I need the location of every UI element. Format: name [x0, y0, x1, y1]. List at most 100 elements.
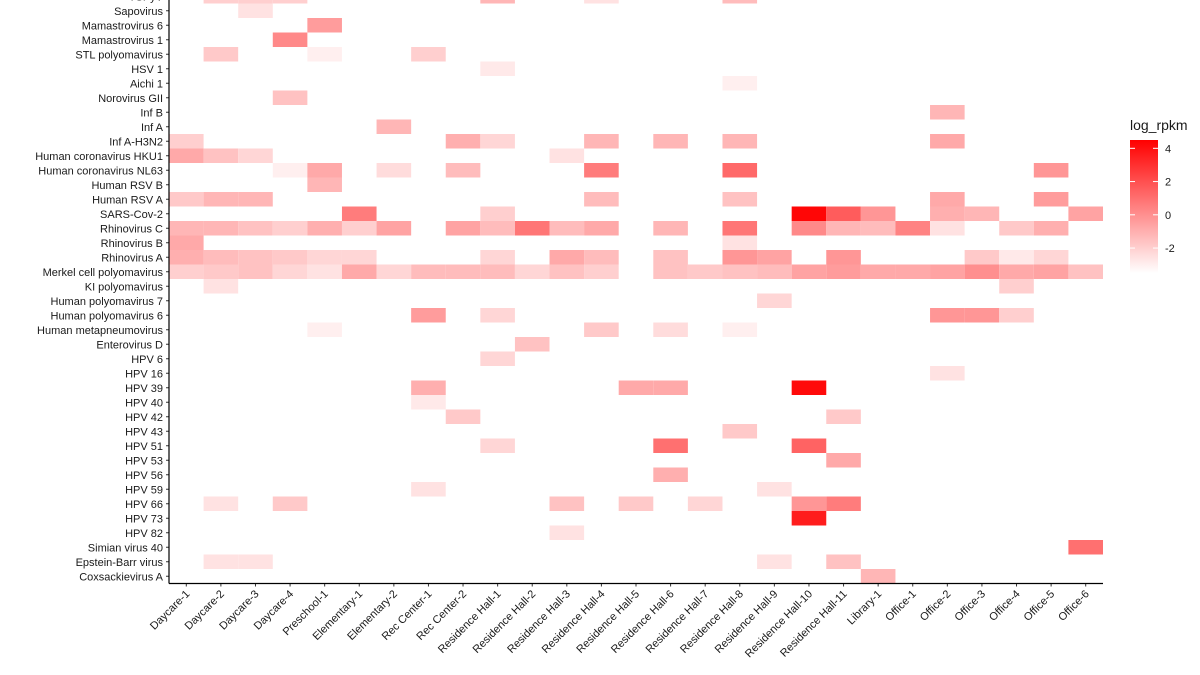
- heatmap-cell: [930, 366, 965, 381]
- y-tick-label: Mamastrovirus 6: [82, 20, 163, 32]
- heatmap-cell: [722, 250, 758, 265]
- heatmap-cell: [307, 221, 342, 236]
- heatmap-cell: [930, 264, 965, 279]
- y-tick-label: SARS-Cov-2: [100, 209, 163, 221]
- heatmap-cell: [1033, 250, 1069, 265]
- heatmap-cell: [930, 192, 965, 207]
- heatmap-cell: [1033, 163, 1069, 178]
- heatmap-cell: [653, 134, 688, 149]
- heatmap-cell: [687, 496, 723, 511]
- heatmap-cell: [653, 322, 688, 337]
- heatmap-cell: [549, 264, 585, 279]
- heatmap-cell: [791, 380, 827, 395]
- heatmap-cell: [169, 134, 204, 149]
- heatmap-cell: [722, 235, 758, 250]
- heatmap-cell: [653, 438, 688, 453]
- x-tick-label: Residence Hall-8: [678, 588, 746, 656]
- heatmap-cell: [411, 380, 446, 395]
- heatmap-cell: [341, 221, 377, 236]
- heatmap-cell: [999, 308, 1034, 323]
- heatmap-cell: [203, 192, 239, 207]
- y-tick-label: Human polyomavirus 6: [51, 310, 164, 322]
- heatmap-cell: [860, 221, 896, 236]
- y-tick-label: HPV 53: [125, 455, 163, 467]
- heatmap-cell: [826, 206, 861, 221]
- heatmap-cell: [722, 76, 758, 91]
- heatmap-cell: [964, 250, 1000, 265]
- axes: [168, 0, 1103, 585]
- heatmap-cell: [307, 18, 342, 33]
- legend-tick-label: 4: [1165, 143, 1171, 155]
- heatmap-cell: [618, 496, 654, 511]
- y-tick-label: HPV 43: [125, 426, 163, 438]
- heatmap-cell: [169, 235, 204, 250]
- heatmap-cells: [169, 0, 1103, 584]
- heatmap-cell: [376, 221, 412, 236]
- y-tick-label: TSPyV: [129, 0, 164, 3]
- heatmap-cell: [999, 250, 1034, 265]
- y-tick-label: Simian virus 40: [88, 542, 163, 554]
- heatmap-cell: [653, 264, 688, 279]
- heatmap-cell: [238, 250, 273, 265]
- heatmap-cell: [791, 496, 827, 511]
- heatmap-cell: [307, 47, 342, 62]
- heatmap-cell: [272, 250, 308, 265]
- heatmap-cell: [687, 264, 723, 279]
- heatmap-cell: [169, 192, 204, 207]
- legend-tick-label: 2: [1165, 177, 1171, 189]
- heatmap-cell: [964, 264, 1000, 279]
- heatmap-cell: [722, 221, 758, 236]
- y-tick-label: Inf B: [140, 107, 163, 119]
- heatmap-cell: [445, 134, 481, 149]
- x-tick-label: Residence Hall-6: [609, 588, 677, 656]
- heatmap-cell: [169, 148, 204, 163]
- y-tick-label: Enterovirus D: [96, 339, 163, 351]
- x-tick-label: Residence Hall-1: [436, 588, 504, 656]
- heatmap-cell: [549, 148, 585, 163]
- heatmap-cell: [480, 61, 515, 76]
- heatmap-cell: [411, 47, 446, 62]
- x-tick-label: Office-6: [1056, 588, 1092, 624]
- heatmap-cell: [999, 264, 1034, 279]
- x-tick-label: Residence Hall-3: [505, 588, 573, 656]
- heatmap-cell: [203, 47, 239, 62]
- heatmap-cell: [480, 221, 515, 236]
- x-tick-label: Residence Hall-11: [778, 588, 849, 659]
- heatmap-cell: [341, 206, 377, 221]
- heatmap-cell: [169, 250, 204, 265]
- heatmap-cell: [445, 163, 481, 178]
- heatmap-cell: [584, 250, 619, 265]
- y-tick-label: Human coronavirus HKU1: [35, 151, 163, 163]
- heatmap-cell: [826, 221, 861, 236]
- heatmap-cell: [653, 380, 688, 395]
- heatmap-cell: [411, 395, 446, 410]
- heatmap-cell: [584, 264, 619, 279]
- heatmap-cell: [722, 264, 758, 279]
- legend: log_rpkm 4 2 0 -2: [1130, 117, 1188, 273]
- heatmap-cell: [1068, 540, 1103, 555]
- x-tick-label: Office-2: [918, 588, 954, 624]
- heatmap-cell: [826, 453, 861, 468]
- y-tick-label: HPV 40: [125, 397, 163, 409]
- heatmap-cell: [376, 119, 412, 134]
- y-tick-label: HPV 16: [125, 368, 163, 380]
- heatmap-cell: [272, 221, 308, 236]
- heatmap-cell: [272, 0, 308, 4]
- heatmap-cell: [514, 221, 550, 236]
- heatmap-cell: [307, 322, 342, 337]
- heatmap-cell: [584, 163, 619, 178]
- heatmap-cell: [549, 525, 585, 540]
- heatmap-cell: [1033, 221, 1069, 236]
- heatmap-cell: [480, 134, 515, 149]
- heatmap-cell: [238, 264, 273, 279]
- heatmap-cell: [341, 250, 377, 265]
- y-tick-label: Coxsackievirus A: [79, 571, 163, 583]
- y-tick-label: Rhinovirus C: [100, 223, 163, 235]
- x-tick-label: Library-1: [845, 588, 884, 627]
- heatmap-cell: [549, 221, 585, 236]
- heatmap-cell: [895, 221, 931, 236]
- heatmap-cell: [791, 511, 827, 526]
- heatmap-cell: [238, 0, 273, 4]
- heatmap-cell: [584, 0, 619, 4]
